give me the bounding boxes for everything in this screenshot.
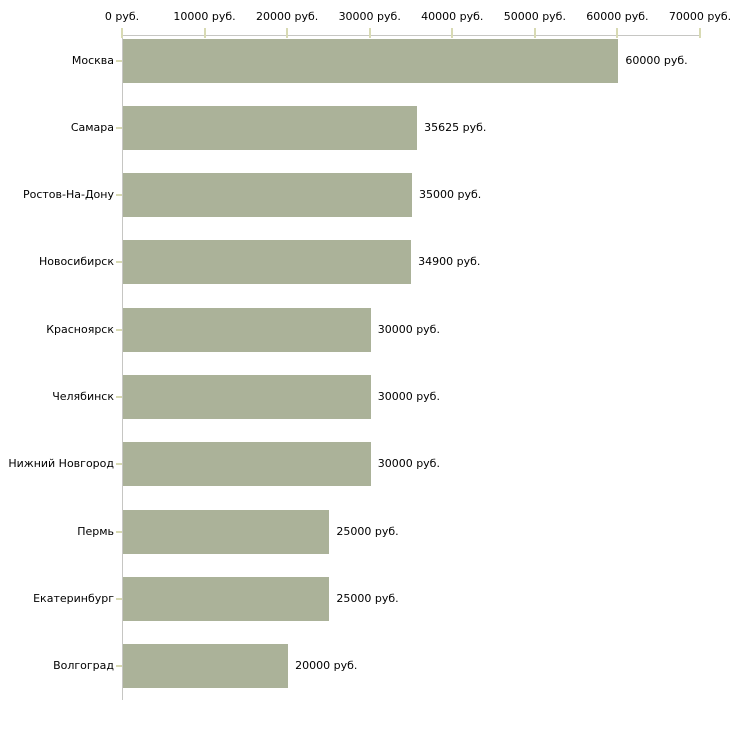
category-label: Москва — [71, 53, 114, 67]
y-axis-tick — [116, 194, 122, 197]
category-label: Волгоград — [53, 659, 114, 673]
value-label: 35000 руб. — [419, 188, 482, 202]
value-label: 30000 руб. — [377, 390, 440, 404]
y-axis-tick — [116, 530, 122, 533]
x-axis-tick-label: 70000 руб. — [668, 10, 730, 23]
x-axis-tick — [121, 28, 123, 38]
value-label: 30000 руб. — [377, 457, 440, 471]
value-label: 25000 руб. — [336, 592, 399, 606]
y-axis-tick — [116, 598, 122, 601]
x-axis-tick — [368, 28, 371, 38]
x-axis-tick-label: 50000 руб. — [503, 10, 566, 23]
y-axis-tick — [116, 126, 122, 129]
x-axis-tick-label: 30000 руб. — [338, 10, 401, 23]
x-axis-tick — [286, 28, 289, 38]
x-axis-tick-label: 60000 руб. — [586, 10, 649, 23]
category-label: Челябинск — [52, 390, 114, 404]
bar — [123, 105, 418, 150]
category-label: Нижний Новгород — [8, 457, 114, 471]
value-label: 20000 руб. — [295, 659, 358, 673]
category-label: Самара — [70, 120, 114, 134]
y-axis-tick — [116, 463, 122, 466]
x-axis-tick-label: 40000 руб. — [421, 10, 484, 23]
bar — [123, 577, 330, 622]
x-axis-tick — [699, 28, 701, 38]
category-label: Екатеринбург — [33, 592, 114, 606]
x-axis-tick-label: 10000 руб. — [173, 10, 236, 23]
bar — [123, 38, 619, 83]
x-axis-tick — [451, 28, 454, 38]
bar — [123, 240, 412, 285]
category-label: Ростов-На-Дону — [22, 188, 114, 202]
x-axis-tick — [203, 28, 206, 38]
bar — [123, 644, 289, 689]
x-axis-tick — [616, 28, 619, 38]
category-label: Пермь — [77, 524, 114, 538]
category-label: Красноярск — [46, 322, 114, 336]
value-label: 35625 руб. — [424, 120, 487, 134]
y-axis-tick — [116, 59, 122, 62]
bar — [123, 173, 412, 218]
x-axis-tick-label: 20000 руб. — [256, 10, 319, 23]
category-label: Новосибирск — [38, 255, 114, 269]
x-axis-line — [122, 35, 700, 36]
bar — [123, 509, 330, 554]
value-label: 25000 руб. — [336, 524, 399, 538]
value-label: 30000 руб. — [377, 322, 440, 336]
value-label: 60000 руб. — [625, 53, 688, 67]
bar — [123, 442, 371, 487]
x-axis-tick-label: 0 руб. — [104, 10, 140, 23]
bar — [123, 375, 371, 420]
y-axis-line — [122, 35, 123, 700]
y-axis-tick — [116, 665, 122, 668]
x-axis-tick — [533, 28, 536, 38]
value-label: 34900 руб. — [418, 255, 481, 269]
y-axis-tick — [116, 328, 122, 331]
y-axis-tick — [116, 261, 122, 264]
bar — [123, 307, 371, 352]
y-axis-tick — [116, 396, 122, 399]
